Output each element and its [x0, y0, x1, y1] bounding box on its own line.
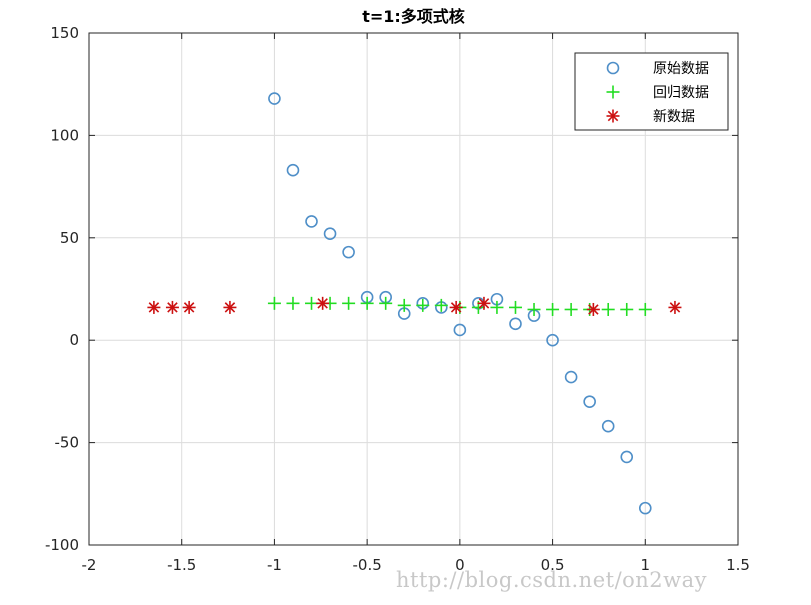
- regression-data-point: [342, 296, 356, 310]
- regression-data-point: [379, 296, 393, 310]
- legend-label: 新数据: [653, 109, 695, 125]
- original-data-point: [342, 245, 355, 259]
- new-data-point: [182, 300, 196, 314]
- regression-data-point: [564, 302, 578, 316]
- new-data-point: [449, 300, 463, 314]
- original-data-point: [620, 450, 634, 464]
- regression-data-point: [267, 296, 281, 310]
- data-points: [147, 92, 682, 515]
- y-tick-label: 0: [69, 331, 79, 349]
- marker-stroke: [317, 298, 328, 309]
- chart-title: t=1:多项式核: [362, 7, 465, 26]
- new-data-point: [147, 300, 161, 314]
- regression-data-point: [546, 302, 560, 316]
- tick-marks: [88, 32, 739, 546]
- x-tick-label: 0.5: [541, 556, 565, 574]
- original-data-point: [453, 323, 467, 337]
- series-new-data: [147, 296, 682, 316]
- axes-box: [88, 32, 739, 546]
- marker-stroke: [588, 304, 599, 315]
- regression-data-point: [397, 298, 411, 312]
- x-tick-labels: -2 -1.5 -1 -0.5 0 0.5 1 1.5: [82, 556, 750, 574]
- x-tick-label: -2: [82, 556, 97, 574]
- original-data-point: [268, 92, 281, 105]
- original-data-point: [601, 419, 615, 433]
- legend-marker-asterisk: [606, 109, 620, 123]
- original-data-point: [583, 395, 596, 408]
- regression-data-point: [305, 296, 319, 310]
- marker-stroke: [450, 302, 462, 313]
- new-data-point: [477, 296, 491, 310]
- marker-stroke: [183, 302, 195, 313]
- y-tick-label: -50: [55, 434, 80, 452]
- y-tick-label: 100: [50, 126, 79, 144]
- watermark-text: http://blog.csdn.net/on2way: [396, 568, 708, 592]
- new-data-point: [223, 300, 237, 314]
- y-tick-label: -100: [45, 536, 79, 554]
- x-tick-label: 1: [641, 556, 651, 574]
- original-data-point: [638, 501, 652, 515]
- new-data-point: [165, 300, 179, 314]
- regression-data-point: [527, 302, 541, 316]
- regression-data-point: [360, 296, 374, 310]
- new-data-point: [668, 300, 682, 314]
- original-data-point: [564, 370, 578, 384]
- y-tick-labels: 150 100 50 0 -50 -100: [45, 24, 79, 554]
- regression-data-point: [416, 298, 430, 312]
- marker-stroke: [148, 302, 160, 313]
- y-tick-label: 150: [50, 24, 79, 42]
- regression-data-point: [434, 298, 448, 312]
- original-data-point: [286, 163, 300, 177]
- regression-data-point: [638, 302, 652, 316]
- original-data-point: [509, 317, 522, 331]
- regression-data-point: [508, 300, 522, 314]
- original-data-point: [305, 215, 318, 228]
- marker-stroke: [607, 110, 619, 122]
- marker-stroke: [669, 302, 681, 313]
- original-data-point: [546, 333, 559, 347]
- legend-box: [574, 52, 729, 131]
- regression-data-point: [601, 302, 615, 316]
- y-tick-label: 50: [60, 229, 79, 247]
- x-tick-label: 0: [455, 556, 465, 574]
- regression-data-point: [620, 302, 634, 316]
- legend-marker-circle: [606, 61, 620, 75]
- x-tick-label: -0.5: [353, 556, 382, 574]
- new-data-point: [586, 302, 600, 316]
- legend-label: 回归数据: [653, 84, 709, 101]
- legend-label: 原始数据: [653, 61, 709, 77]
- new-data-point: [316, 296, 330, 310]
- marker-stroke: [478, 298, 490, 309]
- x-tick-label: 1.5: [726, 556, 750, 574]
- marker-stroke: [224, 302, 236, 313]
- regression-data-point: [490, 300, 504, 314]
- legend-marker-plus: [606, 85, 620, 99]
- regression-data-point: [286, 296, 300, 310]
- marker-stroke: [167, 302, 178, 313]
- x-tick-label: -1.5: [167, 556, 196, 574]
- x-tick-label: -1: [267, 556, 282, 574]
- original-data-point: [323, 227, 337, 241]
